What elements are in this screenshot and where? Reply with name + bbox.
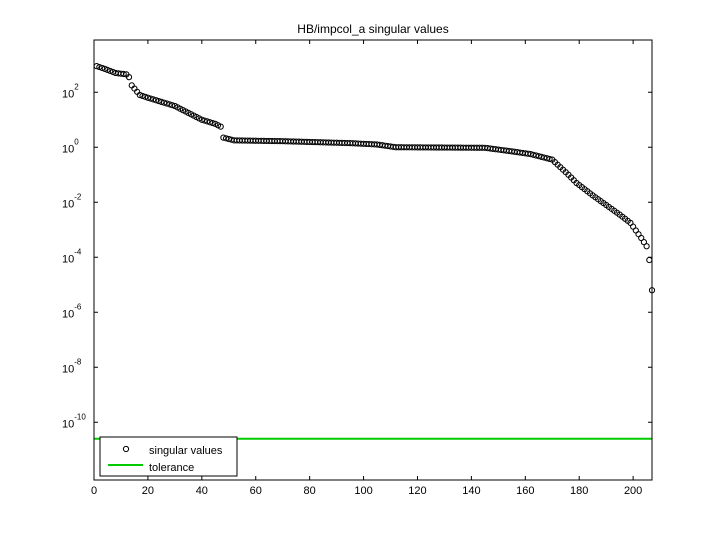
y-tick-label: 10-8 [62, 357, 82, 375]
singular-value-point [538, 153, 545, 160]
y-tick-exponent: 2 [74, 82, 79, 91]
y-tick-exponent: -2 [74, 192, 82, 201]
x-tick-label: 80 [304, 485, 316, 497]
singular-value-point [150, 96, 157, 103]
y-tick-exponent: -10 [74, 412, 86, 421]
y-tick-label: 10-10 [62, 412, 86, 430]
singular-value-point [209, 119, 216, 127]
singular-value-point [125, 74, 133, 81]
y-tick-base: 10 [62, 363, 74, 375]
y-tick-exponent: -8 [74, 357, 82, 366]
singular-value-point [217, 123, 224, 130]
x-tick-label: 20 [142, 485, 154, 497]
singular-value-point [201, 117, 208, 124]
x-tick-label: 60 [250, 485, 262, 497]
legend-marker-singular-values [122, 445, 130, 453]
y-tick-base: 10 [62, 253, 74, 265]
y-tick-base: 10 [62, 143, 74, 155]
x-tick-label: 140 [462, 485, 480, 497]
y-tick-label: 10-2 [62, 192, 82, 210]
x-tick-label: 120 [408, 485, 426, 497]
y-tick-base: 10 [62, 308, 74, 320]
singular-value-point [166, 101, 173, 108]
axes: 0 20 40 60 80 100 120 140 160 180 20010210010-210-… [62, 39, 653, 497]
singular-value-point [222, 135, 230, 142]
x-tick-label: 180 [570, 485, 588, 497]
singular-value-point [109, 68, 116, 76]
y-tick-base: 10 [62, 88, 74, 100]
x-tick-label: 0 [91, 485, 97, 497]
singular-value-point [543, 155, 550, 162]
singular-value-point [120, 70, 127, 78]
legend: singular values tolerance [99, 436, 238, 477]
y-tick-label: 10-6 [62, 302, 82, 320]
singular-value-point [530, 151, 537, 158]
singular-value-point [107, 67, 114, 75]
y-tick-label: 102 [62, 82, 79, 100]
singular-value-point [96, 63, 103, 71]
singular-value-point [155, 97, 162, 105]
legend-box [99, 436, 238, 477]
singular-value-point [204, 118, 211, 125]
singular-value-point [163, 100, 170, 107]
legend-label-singular-values: singular values [149, 445, 223, 457]
x-tick-label: 200 [624, 485, 642, 497]
y-tick-exponent: -6 [74, 302, 82, 311]
singular-value-point [152, 97, 160, 104]
singular-value-point [643, 243, 650, 250]
singular-value-point [101, 65, 108, 72]
singular-value-point [225, 135, 232, 143]
singular-value-point [158, 98, 165, 105]
singular-value-point [532, 152, 540, 159]
singular-value-point [104, 66, 111, 74]
singular-value-point [136, 91, 143, 99]
singular-value-point [527, 151, 534, 158]
singular-value-point [139, 92, 146, 100]
singular-value-point [147, 95, 154, 102]
y-tick-exponent: -4 [74, 247, 82, 256]
y-tick-label: 100 [62, 137, 79, 155]
singular-value-point [142, 93, 149, 100]
singular-value-point [198, 116, 205, 123]
y-tick-base: 10 [62, 198, 74, 210]
singular-value-point [160, 99, 168, 106]
y-tick-exponent: 0 [74, 137, 79, 146]
x-tick-label: 160 [516, 485, 534, 497]
legend-label-tolerance: tolerance [149, 462, 194, 474]
y-tick-label: 10-4 [62, 247, 82, 265]
y-tick-base: 10 [62, 418, 74, 430]
x-tick-label: 100 [354, 485, 372, 497]
chart-title: HB/impcol_a singular values [297, 22, 448, 36]
singular-value-point [546, 155, 553, 163]
plot-frame [93, 39, 653, 481]
x-tick-label: 40 [196, 485, 208, 497]
singular-value-point [541, 154, 548, 161]
singular-value-point [535, 153, 542, 160]
singular-value-point [220, 134, 227, 141]
singular-value-point [206, 119, 214, 126]
singular-value-point [169, 102, 176, 109]
singular-value-point [144, 94, 152, 101]
singular-value-point [98, 64, 106, 72]
